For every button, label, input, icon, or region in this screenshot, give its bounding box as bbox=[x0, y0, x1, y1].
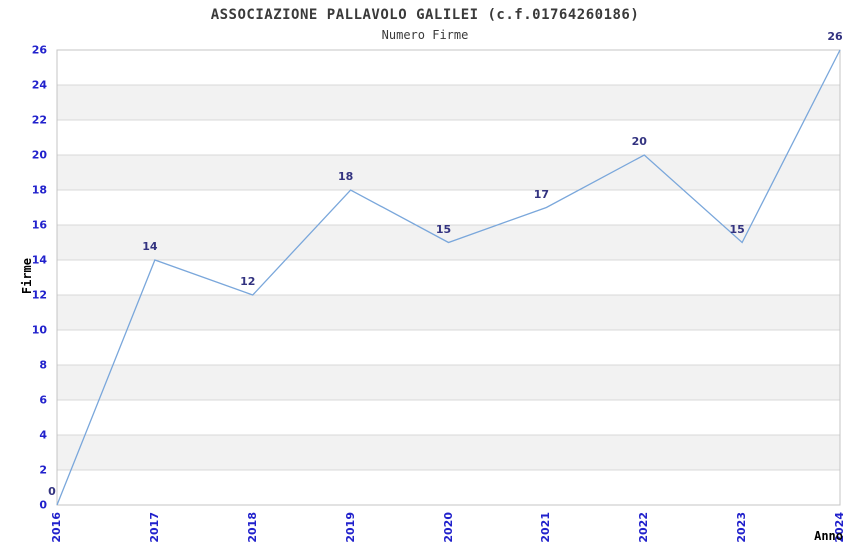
background-band bbox=[57, 85, 840, 120]
x-axis-title: Anno bbox=[814, 529, 843, 543]
background-band bbox=[57, 155, 840, 190]
x-tick-label: 2020 bbox=[441, 512, 455, 543]
background-band bbox=[57, 365, 840, 400]
y-tick-label: 16 bbox=[31, 218, 47, 232]
x-tick-label: 2016 bbox=[50, 512, 63, 543]
x-tick-label: 2019 bbox=[343, 512, 357, 543]
data-point-label: 12 bbox=[240, 275, 256, 288]
y-tick-label: 6 bbox=[39, 393, 47, 407]
background-band bbox=[57, 435, 840, 470]
chart-subtitle: Numero Firme bbox=[381, 28, 469, 42]
x-tick-label: 2022 bbox=[637, 512, 651, 543]
y-tick-label: 8 bbox=[39, 358, 47, 372]
data-point-label: 14 bbox=[142, 240, 158, 253]
data-point-label: 20 bbox=[631, 135, 647, 148]
chart-title: ASSOCIAZIONE PALLAVOLO GALILEI (c.f.0176… bbox=[210, 7, 640, 23]
y-tick-label: 18 bbox=[31, 183, 47, 197]
y-tick-label: 4 bbox=[39, 428, 47, 442]
data-point-label: 17 bbox=[533, 187, 550, 201]
data-point-label: 15 bbox=[435, 222, 452, 236]
x-tick-label: 2018 bbox=[245, 512, 259, 543]
x-tick-label: 2021 bbox=[539, 512, 553, 543]
data-point-label: 15 bbox=[729, 222, 745, 236]
data-point-label: 18 bbox=[337, 170, 354, 183]
y-tick-label: 22 bbox=[31, 113, 47, 127]
data-point-label: 26 bbox=[827, 30, 843, 43]
y-tick-label: 20 bbox=[31, 148, 47, 162]
y-tick-label: 10 bbox=[31, 323, 47, 337]
y-tick-label: 2 bbox=[39, 463, 47, 477]
y-axis-title: Firme bbox=[20, 258, 34, 295]
background-band bbox=[57, 295, 840, 330]
x-tick-label: 2017 bbox=[147, 512, 161, 543]
data-point-label: 0 bbox=[48, 485, 56, 498]
y-tick-label: 0 bbox=[39, 498, 47, 512]
x-tick-label: 2023 bbox=[735, 512, 749, 543]
plot-border bbox=[56, 49, 841, 506]
y-tick-label: 24 bbox=[31, 78, 47, 92]
y-tick-label: 12 bbox=[31, 288, 47, 302]
y-tick-label: 26 bbox=[31, 43, 47, 57]
data-line bbox=[56, 49, 841, 506]
y-tick-label: 14 bbox=[31, 253, 47, 267]
